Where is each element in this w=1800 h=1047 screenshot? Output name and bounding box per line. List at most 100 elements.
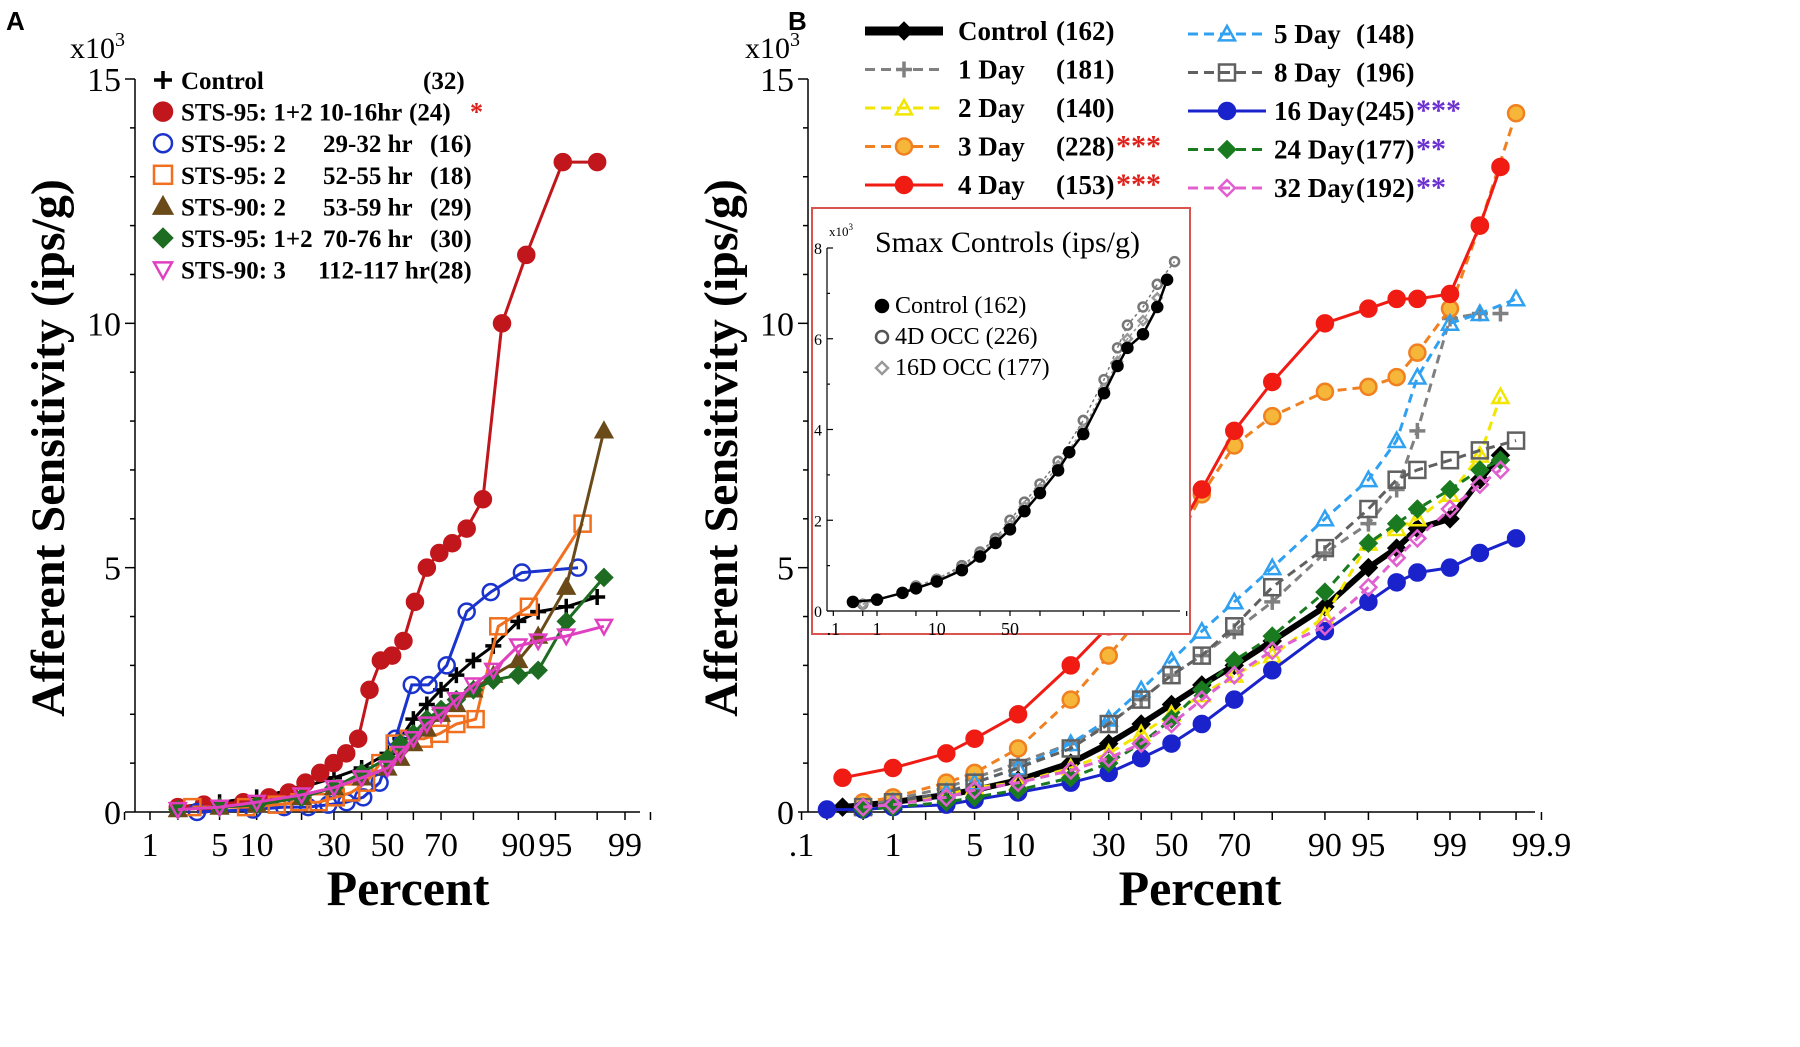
data-point (448, 667, 465, 684)
data-point (1387, 470, 1406, 489)
y-tick-label: 5 (104, 551, 121, 588)
data-point (360, 680, 379, 700)
data-point (324, 753, 343, 773)
legend-n: (153) (1056, 170, 1114, 200)
legend-label: 24 Day (1274, 135, 1355, 165)
inset-y-multiplier: x103 (829, 222, 854, 239)
legend-entry-5: STS-90: 2 53-59 hr (29) (151, 194, 472, 221)
legend-entry-1: Control (32) (154, 68, 465, 95)
legend-marker (894, 21, 914, 41)
legend-marker (151, 194, 175, 215)
data-point (1098, 748, 1119, 769)
data-point (1505, 288, 1527, 307)
data-point (353, 788, 373, 807)
legend-significance: ** (1416, 171, 1446, 204)
legend-label: STS-95: 2 (181, 163, 286, 190)
data-point (1358, 577, 1379, 597)
data-point (1008, 772, 1028, 793)
data-point (430, 706, 452, 725)
legend-n: (177) (1356, 135, 1414, 165)
y-tick-label: 15 (87, 62, 121, 99)
data-point (587, 152, 607, 172)
legend-n: (196) (1356, 58, 1414, 88)
legend-entry-2: STS-95: 1+2 10-16hr (24) * (152, 98, 483, 127)
legend-label: STS-95: 2 (181, 131, 286, 158)
data-point (1161, 709, 1182, 729)
data-point (296, 773, 315, 792)
data-point (430, 543, 449, 563)
y-tick-label: 10 (87, 306, 121, 343)
inset-series-1 (846, 273, 1174, 609)
inset-data-point (1136, 327, 1150, 341)
data-point (1191, 620, 1212, 639)
legend-n: (30) (430, 226, 472, 253)
legend-marker (894, 175, 914, 195)
data-point (403, 731, 424, 750)
data-point (1388, 481, 1405, 498)
data-point (1490, 450, 1511, 470)
data-point (1408, 563, 1427, 582)
legend-entry-3: STS-95: 2 29-32 hr (16) (152, 131, 472, 158)
legend-marker (1217, 101, 1237, 121)
data-point (463, 677, 484, 696)
series-2 (168, 152, 607, 817)
x-tick-label: 1 (142, 827, 159, 864)
series-line (862, 468, 1502, 809)
legend-marker (1216, 23, 1238, 42)
legend-marker (1217, 139, 1237, 160)
data-point (965, 729, 984, 748)
inset-data-point (1137, 301, 1149, 313)
data-point (1386, 513, 1407, 534)
data-point (1440, 284, 1460, 304)
legend-entry-8: 16 Day (245) *** (1188, 94, 1461, 127)
data-point (1263, 372, 1282, 392)
legend-marker (152, 164, 174, 186)
data-point (1469, 302, 1490, 322)
x-tick-label: 10 (1001, 827, 1035, 864)
data-point (348, 729, 368, 748)
inset-data-point (1151, 278, 1164, 291)
legend-label: 32 Day (1274, 173, 1355, 203)
inset-data-point (1121, 319, 1134, 331)
inset-legend-marker (874, 298, 890, 314)
data-point (1262, 557, 1283, 576)
data-point (1263, 577, 1282, 597)
series-7 (167, 618, 615, 821)
inset-data-point (1077, 427, 1090, 441)
data-point (833, 768, 852, 788)
legend-label: STS-95: 1+2 (181, 226, 313, 253)
x-tick-label: 5 (211, 827, 228, 864)
inset-legend-marker (874, 360, 890, 376)
data-point (209, 799, 230, 818)
legend-label: 5 Day (1274, 19, 1341, 49)
legend-marker (152, 101, 174, 122)
inset-y-tick-label: 6 (814, 332, 822, 349)
y-tick-label: 0 (777, 795, 794, 832)
series-line (862, 439, 1517, 809)
data-point (1506, 529, 1526, 548)
inset-x-tick-label: 1 (873, 619, 882, 639)
data-point (1225, 421, 1244, 441)
data-point (510, 613, 527, 630)
y-axis-title: Afferent Sensitivity (ips/g) (22, 179, 75, 717)
x-tick-label: 70 (424, 827, 458, 864)
data-point (512, 563, 532, 582)
legend-marker (152, 132, 174, 154)
data-point (390, 745, 411, 764)
legend-label: Control (181, 68, 264, 95)
legend-n: (32) (423, 68, 465, 95)
inset-legend-marker (874, 329, 890, 345)
data-point (1358, 557, 1379, 578)
data-point (1358, 533, 1379, 554)
data-point (1408, 289, 1427, 309)
legend-significance: *** (1116, 168, 1161, 201)
data-point (594, 567, 614, 588)
data-point (473, 490, 493, 509)
inset-data-point (870, 593, 884, 606)
data-point (1099, 646, 1118, 665)
data-point (1359, 299, 1378, 318)
inset-data-point (930, 575, 943, 588)
inset-data-point (989, 536, 1002, 550)
x-tick-label: 1 (885, 827, 902, 864)
legend-entry-1: Control (162) (865, 16, 1114, 46)
